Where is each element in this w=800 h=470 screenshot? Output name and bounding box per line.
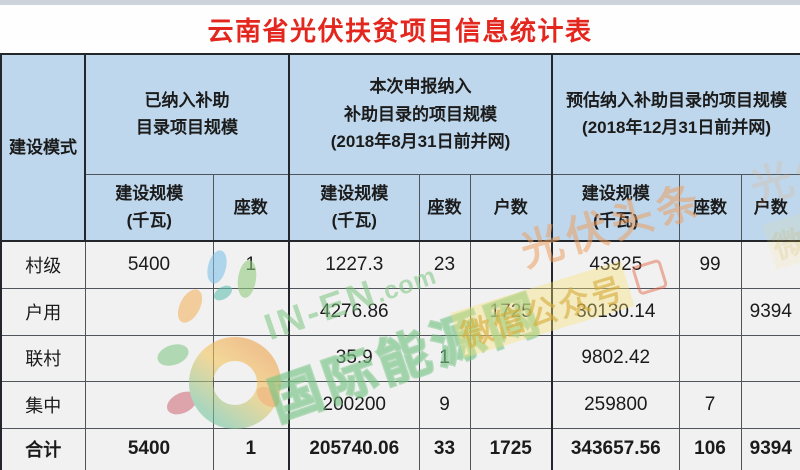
group-header-included: 已纳入补助 目录项目规模 [84, 53, 290, 175]
table-row-total: 合计 5400 1 205740.06 33 1725 343657.56 10… [0, 427, 800, 470]
top-strip [0, 0, 800, 5]
table-cell: 9 [418, 380, 471, 429]
col-header-sites-1: 座数 [212, 173, 290, 242]
row-label: 户用 [0, 287, 86, 336]
table-cell: 106 [678, 427, 742, 470]
group-header-declared: 本次申报纳入 补助目录的项目规模 (2018年8月31日前并网) [287, 53, 553, 175]
col-header-scale-2: 建设规模 (千瓦) [288, 173, 420, 242]
table-cell: 1725 [469, 287, 553, 336]
table-cell [740, 380, 800, 429]
table-cell: 9802.42 [551, 334, 680, 382]
page-title: 云南省光伏扶贫项目信息统计表 [207, 15, 593, 46]
table-cell: 1 [212, 240, 290, 289]
table-cell [678, 287, 742, 336]
table-cell: 1725 [469, 427, 553, 470]
table-row-village: 村级 5400 1 1227.3 23 43925 99 [0, 240, 800, 289]
table-cell [469, 380, 553, 429]
statistics-table: 建设模式 已纳入补助 目录项目规模 本次申报纳入 补助目录的项目规模 (2018… [0, 53, 800, 470]
table-cell: 9394 [740, 427, 800, 470]
table-cell [678, 334, 742, 382]
group-header-row: 建设模式 已纳入补助 目录项目规模 本次申报纳入 补助目录的项目规模 (2018… [0, 53, 800, 242]
group-header-estimated: 预估纳入补助目录的项目规模 (2018年12月31日前并网) [551, 53, 800, 175]
table-row-joint-village: 联村 35.9 1 9802.42 [0, 334, 800, 382]
table-cell [84, 287, 214, 336]
table-cell: 1227.3 [288, 240, 420, 289]
sub-header-row: 建设规模 (千瓦) 座数 建设规模 (千瓦) 座数 户数 建设规模 (千瓦) 座… [1, 173, 800, 242]
table-cell [418, 287, 471, 336]
table-body: 村级 5400 1 1227.3 23 43925 99 户用 4276.86 … [0, 240, 800, 470]
row-label: 联村 [0, 334, 86, 382]
table-header: 建设模式 已纳入补助 目录项目规模 本次申报纳入 补助目录的项目规模 (2018… [0, 53, 800, 242]
row-label: 集中 [0, 380, 86, 429]
row-label-total: 合计 [0, 427, 86, 470]
table-cell: 1 [212, 427, 290, 470]
table-cell [84, 334, 214, 382]
table-cell [469, 240, 553, 289]
table-cell: 33 [418, 427, 471, 470]
table-cell: 43925 [551, 240, 680, 289]
col-header-sites-2: 座数 [418, 173, 471, 242]
table-cell: 259800 [551, 380, 680, 429]
table-cell: 23 [418, 240, 471, 289]
col-header-sites-3: 座数 [678, 173, 742, 242]
table-cell: 5400 [84, 240, 214, 289]
table-cell: 343657.56 [551, 427, 680, 470]
table-cell: 35.9 [288, 334, 420, 382]
table-cell [212, 380, 290, 429]
col-header-households-3: 户数 [740, 173, 800, 242]
table-cell [469, 334, 553, 382]
table-cell: 1 [418, 334, 471, 382]
table-cell: 99 [678, 240, 742, 289]
table-cell [740, 334, 800, 382]
table-cell: 9394 [740, 287, 800, 336]
table-cell: 30130.14 [551, 287, 680, 336]
col-header-scale-3: 建设规模 (千瓦) [551, 173, 680, 242]
table-cell: 7 [678, 380, 742, 429]
table-cell [84, 380, 214, 429]
table-cell [740, 240, 800, 289]
col-header-scale-1: 建设规模 (千瓦) [84, 173, 214, 242]
table-row-household: 户用 4276.86 1725 30130.14 9394 [0, 287, 800, 336]
table-cell [212, 287, 290, 336]
row-label: 村级 [0, 240, 86, 289]
col-header-construction-mode: 建设模式 [0, 53, 86, 242]
table-row-centralized: 集中 200200 9 259800 7 [0, 380, 800, 429]
table-cell: 200200 [288, 380, 420, 429]
table-cell: 205740.06 [288, 427, 420, 470]
table-cell: 5400 [84, 427, 214, 470]
table-cell: 4276.86 [288, 287, 420, 336]
title-band: 云南省光伏扶贫项目信息统计表 [0, 5, 800, 53]
table-cell [212, 334, 290, 382]
col-header-households-2: 户数 [469, 173, 553, 242]
